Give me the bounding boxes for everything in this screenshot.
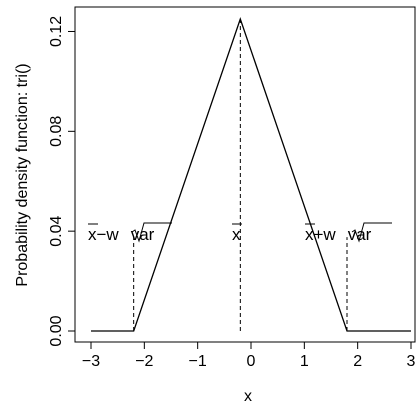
annotation-lower-xbar: x (88, 225, 97, 244)
sqrt-icon (351, 222, 392, 243)
y-axis-title: Probability density function: tri() (14, 63, 31, 286)
y-tick-label: 0.00 (48, 315, 65, 346)
y-tick-label: 0.08 (48, 116, 65, 147)
x-axis: −3 −2 −1 0 1 2 3 (82, 341, 416, 370)
annotation-mean-xbar: x (232, 225, 241, 244)
x-tick-label: −2 (135, 353, 153, 370)
density-line (91, 16, 411, 332)
x-tick-label: −1 (189, 353, 207, 370)
x-tick-label: 2 (353, 353, 362, 370)
annotation-upper: x+w var (305, 222, 392, 244)
y-axis: 0.00 0.04 0.08 0.12 (48, 16, 76, 347)
plot-frame (74, 6, 416, 343)
x-tick-label: 1 (300, 353, 309, 370)
x-axis-title: x (244, 388, 252, 405)
y-tick-label: 0.04 (48, 215, 65, 246)
x-tick-label: 3 (407, 353, 416, 370)
annotation-lower: x−w var (88, 222, 172, 244)
x-tick-label: 0 (247, 353, 256, 370)
sqrt-icon (131, 222, 172, 243)
x-tick-label: −3 (82, 353, 100, 370)
annotation-upper-xbar: x (305, 225, 314, 244)
annotation-mean: x (232, 223, 242, 244)
y-tick-label: 0.12 (48, 16, 65, 47)
